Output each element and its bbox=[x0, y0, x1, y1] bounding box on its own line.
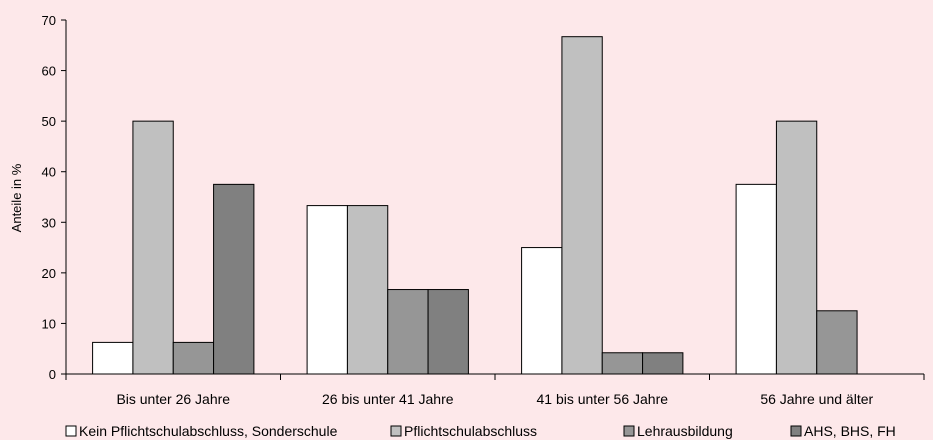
bar bbox=[561, 36, 603, 375]
y-axis-title: Anteile in % bbox=[9, 163, 24, 232]
legend-swatch bbox=[390, 425, 402, 437]
legend: Kein Pflichtschulabschluss, Sonderschule… bbox=[65, 423, 896, 439]
legend-swatch bbox=[790, 425, 802, 437]
x-category-label: 56 Jahre und älter bbox=[760, 391, 873, 407]
legend-swatch bbox=[65, 425, 77, 437]
bar bbox=[132, 120, 174, 375]
bar bbox=[601, 352, 644, 375]
legend-label: AHS, BHS, FH bbox=[804, 423, 896, 439]
x-category-label: Bis unter 26 Jahre bbox=[116, 391, 230, 407]
bar bbox=[521, 247, 563, 375]
y-tick-label: 70 bbox=[42, 13, 56, 28]
bar bbox=[775, 120, 818, 375]
x-category-label: 41 bis unter 56 Jahre bbox=[536, 391, 668, 407]
y-tick-label: 10 bbox=[42, 316, 56, 331]
y-tick-label: 50 bbox=[42, 114, 56, 129]
bar bbox=[735, 183, 777, 375]
y-tick-label: 40 bbox=[42, 165, 56, 180]
bar bbox=[387, 289, 429, 375]
legend-label: Kein Pflichtschulabschluss, Sonderschule bbox=[79, 423, 338, 439]
bars bbox=[92, 36, 858, 375]
bar bbox=[92, 341, 134, 375]
y-tick-label: 30 bbox=[42, 215, 56, 230]
legend-label: Lehrausbildung bbox=[637, 423, 733, 439]
x-category-label: 26 bis unter 41 Jahre bbox=[322, 391, 454, 407]
legend-label: Pflichtschulabschluss bbox=[404, 423, 537, 439]
y-tick-label: 20 bbox=[42, 266, 56, 281]
y-tick-label: 60 bbox=[42, 64, 56, 79]
bar bbox=[172, 341, 215, 375]
legend-swatch bbox=[623, 425, 635, 437]
bar bbox=[816, 310, 858, 375]
bar bbox=[346, 205, 389, 375]
bar bbox=[213, 183, 255, 375]
y-axis: 0 10 20 30 40 50 60 70 bbox=[42, 13, 67, 382]
bar bbox=[642, 352, 684, 375]
bar bbox=[427, 289, 469, 375]
bar bbox=[306, 205, 348, 375]
x-axis: Bis unter 26 Jahre 26 bis unter 41 Jahre 4… bbox=[65, 373, 925, 407]
y-tick-label: 0 bbox=[49, 367, 56, 382]
